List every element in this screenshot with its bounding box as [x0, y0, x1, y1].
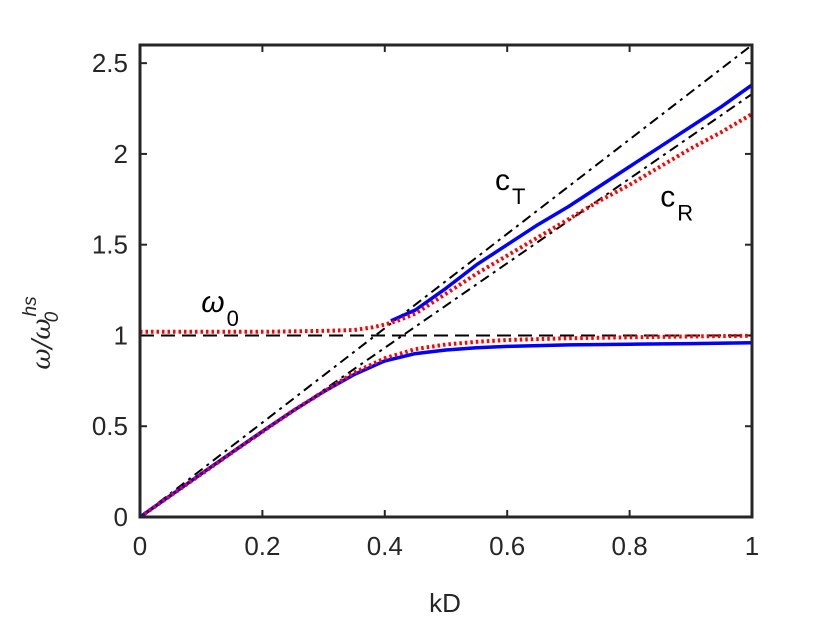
- x-tick-label: 0.8: [612, 531, 648, 561]
- x-tick-label: 0.2: [244, 531, 280, 561]
- plot-frame: [138, 43, 754, 519]
- tick-labels: 0 0.2 0.4 0.6 0.8 1 0 0.5 1 1.5 2 2.5: [92, 48, 759, 561]
- series-line-lower-branch-solid: [138, 340, 753, 519]
- y-tick-label: 0: [114, 502, 128, 532]
- y-tick-label: 2: [114, 139, 128, 169]
- y-label-sup: hs: [20, 296, 41, 317]
- svg-text:ω/ωhs0: ω/ωhs0: [20, 296, 63, 370]
- y-label-slash: /: [27, 337, 57, 351]
- series-line-c_T-dashdot: [139, 44, 753, 518]
- y-axis-label: ω/ωhs0: [20, 296, 63, 370]
- y-tick-label: 0.5: [92, 411, 128, 441]
- series-layer: [138, 44, 754, 519]
- y-tick-label: 2.5: [92, 48, 128, 78]
- y-label-sub: 0: [42, 311, 63, 322]
- series-line-upper-branch-solid: [390, 83, 754, 323]
- x-axis-label: kD: [429, 588, 461, 618]
- series-line-upper-branch-dotted: [140, 112, 754, 334]
- y-label-omega-0: ω: [27, 318, 57, 339]
- y-label-omega: ω: [27, 348, 57, 369]
- x-tick-label: 0: [133, 531, 147, 561]
- y-tick-label: 1: [114, 320, 128, 350]
- annotation-cT: cT: [495, 164, 525, 209]
- x-tick-label: 0.4: [367, 531, 403, 561]
- annotation-cR: cR: [660, 181, 693, 226]
- y-tick-label: 1.5: [92, 230, 128, 260]
- x-tick-label: 0.6: [489, 531, 525, 561]
- annotation-ω0: ω0: [201, 286, 239, 331]
- annotations: ω0 cT cR: [201, 164, 693, 331]
- series-line-lower-branch-dotted: [138, 333, 753, 519]
- x-tick-label: 1: [745, 531, 759, 561]
